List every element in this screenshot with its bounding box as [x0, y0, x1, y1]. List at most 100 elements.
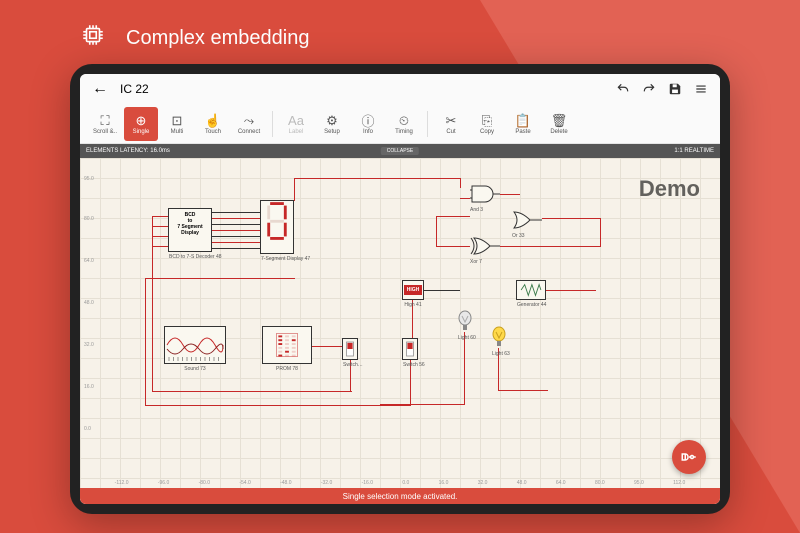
- wire[interactable]: [152, 391, 352, 392]
- component-label: High 41: [403, 302, 423, 308]
- wire[interactable]: [212, 230, 260, 231]
- y-tick: 32.0: [84, 342, 94, 348]
- component-prom[interactable]: PROM 78: [262, 326, 312, 364]
- x-tick: -16.0: [362, 480, 373, 486]
- component-bcd[interactable]: BCDto7 SegmentDisplayBCD to 7-S Decoder …: [168, 208, 212, 252]
- component-label: 7-Segment Display 47: [261, 256, 293, 262]
- wire[interactable]: [294, 178, 460, 179]
- wire[interactable]: [460, 178, 461, 188]
- titlebar: ← IC 22: [80, 74, 720, 104]
- tool-delete[interactable]: 🗑Delete: [542, 107, 576, 141]
- wire[interactable]: [542, 218, 600, 219]
- wire[interactable]: [600, 218, 601, 247]
- wire[interactable]: [500, 246, 600, 247]
- component-label: Light 60: [458, 335, 472, 341]
- tool-touch[interactable]: ☝Touch: [196, 107, 230, 141]
- wire[interactable]: [294, 178, 295, 200]
- component-label: BCD to 7-S Decoder 48: [169, 254, 211, 260]
- tool-label[interactable]: AaLabel: [279, 107, 313, 141]
- wire[interactable]: [436, 246, 470, 247]
- page-title: IC 22: [120, 82, 616, 96]
- wire[interactable]: [498, 390, 548, 391]
- tool-setup[interactable]: ⚙Setup: [315, 107, 349, 141]
- component-light2[interactable]: Light 63: [492, 326, 506, 348]
- tool-multi[interactable]: ⊡Multi: [160, 107, 194, 141]
- connect-icon: ⤳: [244, 113, 254, 129]
- component-or[interactable]: Or 33: [512, 210, 542, 230]
- component-switch1[interactable]: Switch…: [342, 338, 358, 360]
- component-label: Light 63: [492, 351, 506, 357]
- wire[interactable]: [294, 200, 295, 201]
- wire[interactable]: [145, 405, 410, 406]
- component-high[interactable]: HIGHHigh 41: [402, 280, 424, 300]
- wire[interactable]: [546, 290, 596, 291]
- redo-icon[interactable]: [642, 82, 656, 96]
- component-label: Switch…: [343, 362, 357, 368]
- component-seg7[interactable]: 7-Segment Display 47: [260, 200, 294, 254]
- wire[interactable]: [145, 278, 295, 279]
- wire[interactable]: [152, 216, 153, 391]
- component-light1[interactable]: Light 60: [458, 310, 472, 332]
- save-icon[interactable]: [668, 82, 682, 96]
- wire[interactable]: [436, 216, 437, 246]
- wire[interactable]: [436, 216, 470, 217]
- wire[interactable]: [424, 290, 460, 291]
- undo-icon[interactable]: [616, 82, 630, 96]
- status-message: Single selection mode activated.: [80, 488, 720, 504]
- collapse-button[interactable]: COLLAPSE: [381, 147, 419, 155]
- scroll-icon: ⛶: [100, 113, 109, 129]
- wire[interactable]: [212, 224, 260, 225]
- x-tick: 112.0: [673, 480, 685, 486]
- component-label: And 3: [470, 207, 500, 213]
- wire[interactable]: [152, 246, 168, 247]
- back-button[interactable]: ←: [92, 80, 108, 98]
- toolbar: ⛶Scroll &..⊕Single⊡Multi☝Touch⤳Connect Aa…: [80, 104, 720, 144]
- x-tick: -96.0: [158, 480, 169, 486]
- wire[interactable]: [152, 236, 168, 237]
- component-switch2[interactable]: Switch 56: [402, 338, 418, 360]
- wire[interactable]: [212, 218, 260, 219]
- component-xor[interactable]: Xor 7: [470, 236, 500, 256]
- x-tick: 0.0: [402, 480, 409, 486]
- y-tick: 0.0: [84, 426, 91, 432]
- tool-info[interactable]: ⓘInfo: [351, 107, 385, 141]
- cut-icon: ✂: [446, 113, 457, 129]
- component-label: Or 33: [512, 233, 542, 239]
- wire[interactable]: [212, 236, 260, 237]
- wire[interactable]: [380, 404, 465, 405]
- wire[interactable]: [500, 194, 520, 195]
- tool-timing[interactable]: ⏲Timing: [387, 107, 421, 141]
- component-label: Generator 44: [517, 302, 545, 308]
- tool-single[interactable]: ⊕Single: [124, 107, 158, 141]
- wire[interactable]: [145, 278, 146, 405]
- wire[interactable]: [152, 216, 168, 217]
- add-component-fab[interactable]: [672, 440, 706, 474]
- component-sound[interactable]: Sound 73: [164, 326, 226, 364]
- tool-paste[interactable]: 📋Paste: [506, 107, 540, 141]
- canvas[interactable]: 95.080.064.048.032.016.00.0 -112.0-96.0-…: [80, 158, 720, 504]
- tool-scroll[interactable]: ⛶Scroll &..: [88, 107, 122, 141]
- wire[interactable]: [212, 248, 260, 249]
- menu-icon[interactable]: [694, 82, 708, 96]
- x-tick: 48.0: [517, 480, 527, 486]
- x-tick: 16.0: [439, 480, 449, 486]
- tablet-frame: ← IC 22 ⛶Scroll &..⊕Single⊡Multi☝Touch⤳C…: [70, 64, 730, 514]
- tool-copy[interactable]: ⎘Copy: [470, 107, 504, 141]
- app-header: Complex embedding: [80, 22, 309, 54]
- wire[interactable]: [460, 198, 470, 199]
- y-tick: 48.0: [84, 300, 94, 306]
- component-and[interactable]: And 3: [470, 184, 500, 204]
- wire[interactable]: [152, 226, 168, 227]
- separator: [427, 111, 428, 137]
- component-gen[interactable]: Generator 44: [516, 280, 546, 300]
- wire[interactable]: [212, 212, 260, 213]
- x-tick: -112.0: [115, 480, 129, 486]
- component-label: Xor 7: [470, 259, 500, 265]
- wire[interactable]: [464, 332, 465, 404]
- x-tick: 32.0: [478, 480, 488, 486]
- wire[interactable]: [312, 346, 342, 347]
- watermark: Demo: [639, 176, 700, 202]
- tool-connect[interactable]: ⤳Connect: [232, 107, 266, 141]
- wire[interactable]: [212, 242, 260, 243]
- tool-cut[interactable]: ✂Cut: [434, 107, 468, 141]
